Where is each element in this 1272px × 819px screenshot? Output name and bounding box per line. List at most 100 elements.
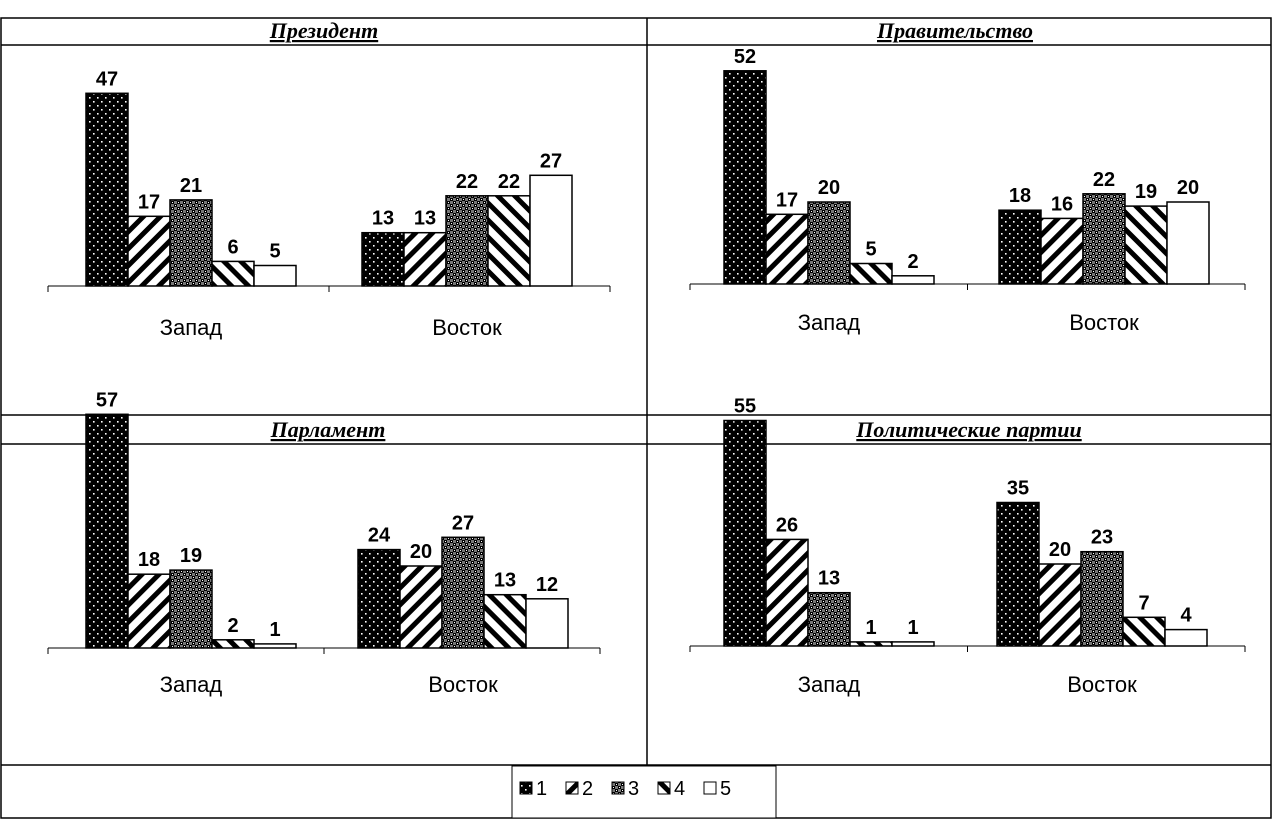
data-label: 19 bbox=[180, 545, 202, 567]
bar-series-5 bbox=[1166, 201, 1210, 285]
legend-label-4: 4 bbox=[674, 778, 685, 800]
data-label: 22 bbox=[456, 171, 478, 193]
bar-series-3 bbox=[807, 201, 851, 285]
bar-series-5 bbox=[253, 264, 297, 287]
category-label: Запад bbox=[798, 672, 861, 697]
bar-series-5 bbox=[891, 641, 935, 647]
bar-series-1 bbox=[85, 92, 129, 287]
data-label: 19 bbox=[1135, 181, 1157, 203]
data-label: 1 bbox=[269, 619, 280, 641]
data-label: 55 bbox=[734, 396, 756, 418]
data-label: 16 bbox=[1051, 193, 1073, 215]
data-label: 27 bbox=[452, 512, 474, 534]
bar-series-1 bbox=[998, 209, 1042, 285]
bar-series-3 bbox=[441, 536, 485, 649]
data-label: 27 bbox=[540, 150, 562, 172]
legend-label-2: 2 bbox=[582, 778, 593, 800]
data-label: 13 bbox=[494, 570, 516, 592]
bar-series-4 bbox=[849, 641, 893, 647]
legend: 1 2 3 4 5 bbox=[511, 765, 777, 819]
bar-series-1 bbox=[996, 501, 1040, 647]
data-label: 12 bbox=[536, 574, 558, 596]
bar-series-3 bbox=[1082, 193, 1126, 285]
category-label: Запад bbox=[798, 310, 861, 335]
data-label: 17 bbox=[138, 191, 160, 213]
chart-panel-1: Президент 47 17 21 6 5 Запад 13 13 22 22 27 Восток bbox=[47, 18, 611, 340]
legend-box bbox=[511, 765, 777, 819]
legend-label-5: 5 bbox=[720, 778, 731, 800]
data-label: 1 bbox=[907, 617, 918, 639]
data-label: 22 bbox=[498, 171, 520, 193]
bar-series-4 bbox=[487, 195, 531, 287]
bar-series-4 bbox=[1122, 616, 1166, 647]
bar-series-5 bbox=[891, 275, 935, 285]
data-label: 18 bbox=[138, 549, 160, 571]
legend-label-1: 1 bbox=[536, 778, 547, 800]
chart-panel-4: Политические партии 55 26 13 1 1 Запад 35 20 23 7 4… bbox=[689, 396, 1246, 697]
bar-series-5 bbox=[525, 598, 569, 649]
data-label: 57 bbox=[96, 389, 118, 411]
bar-series-1 bbox=[723, 70, 767, 285]
data-label: 24 bbox=[368, 525, 391, 547]
data-label: 2 bbox=[227, 615, 238, 637]
bar-series-2 bbox=[127, 573, 171, 649]
bar-series-5 bbox=[529, 174, 573, 287]
chart-title: Политические партии bbox=[855, 417, 1081, 442]
legend-label-3: 3 bbox=[628, 778, 639, 800]
bar-series-2 bbox=[765, 538, 809, 647]
category-label: Запад bbox=[160, 315, 223, 340]
data-label: 21 bbox=[180, 175, 202, 197]
bar-series-3 bbox=[445, 195, 489, 287]
chart-panel-3: Парламент 57 18 19 2 1 Запад 24 20 27 13 12 Восток bbox=[47, 389, 601, 697]
chart-title: Правительство bbox=[876, 18, 1033, 43]
data-label: 52 bbox=[734, 46, 756, 68]
bar-series-5 bbox=[253, 643, 297, 649]
bar-series-3 bbox=[169, 569, 213, 649]
data-label: 47 bbox=[96, 68, 118, 90]
bar-series-3 bbox=[169, 199, 213, 287]
bar-series-3 bbox=[807, 591, 851, 647]
bar-series-3 bbox=[1080, 550, 1124, 647]
bar-series-1 bbox=[357, 548, 401, 649]
bar-series-1 bbox=[361, 231, 405, 287]
chart-title: Президент bbox=[269, 18, 378, 43]
data-label: 26 bbox=[776, 514, 798, 536]
bar-series-5 bbox=[1164, 628, 1208, 647]
data-label: 20 bbox=[1049, 539, 1071, 561]
data-label: 13 bbox=[372, 208, 394, 230]
legend-swatch-5 bbox=[703, 781, 717, 795]
bar-series-2 bbox=[1040, 217, 1084, 285]
data-label: 35 bbox=[1007, 478, 1029, 500]
bar-series-4 bbox=[849, 262, 893, 285]
data-label: 22 bbox=[1093, 169, 1115, 191]
category-label: Восток bbox=[1067, 672, 1137, 697]
data-label: 6 bbox=[227, 236, 238, 258]
bar-series-1 bbox=[85, 413, 129, 649]
bar-series-2 bbox=[765, 213, 809, 285]
legend-swatch-1 bbox=[519, 781, 533, 795]
bar-series-2 bbox=[1038, 563, 1082, 647]
category-label: Восток bbox=[1069, 310, 1139, 335]
bar-series-2 bbox=[403, 231, 447, 287]
data-label: 13 bbox=[818, 568, 840, 590]
data-label: 20 bbox=[818, 177, 840, 199]
bar-series-4 bbox=[211, 639, 255, 649]
data-label: 7 bbox=[1138, 592, 1149, 614]
data-label: 5 bbox=[269, 241, 280, 263]
data-label: 20 bbox=[1177, 177, 1199, 199]
bar-series-1 bbox=[723, 419, 767, 647]
bar-series-4 bbox=[211, 260, 255, 287]
legend-swatch-4 bbox=[657, 781, 671, 795]
data-label: 5 bbox=[865, 239, 876, 261]
data-label: 23 bbox=[1091, 527, 1113, 549]
bar-series-4 bbox=[483, 593, 527, 649]
data-label: 4 bbox=[1180, 605, 1192, 627]
legend-swatch-2 bbox=[565, 781, 579, 795]
data-label: 13 bbox=[414, 208, 436, 230]
bar-series-4 bbox=[1124, 205, 1168, 285]
category-label: Восток bbox=[428, 672, 498, 697]
data-label: 2 bbox=[907, 251, 918, 273]
